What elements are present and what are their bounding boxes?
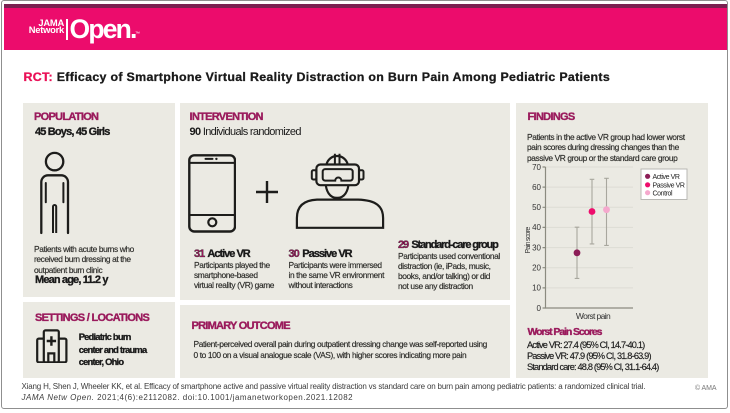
svg-text:70: 70 — [532, 163, 541, 172]
svg-text:50: 50 — [532, 203, 541, 212]
svg-text:10: 10 — [532, 284, 541, 293]
svg-text:Pain score: Pain score — [525, 227, 532, 254]
svg-text:0: 0 — [537, 304, 542, 313]
svg-text:40: 40 — [532, 223, 541, 232]
svg-text:30: 30 — [532, 243, 541, 252]
svg-text:20: 20 — [532, 264, 541, 273]
svg-text:Passive VR: Passive VR — [653, 183, 685, 190]
svg-text:Control: Control — [653, 190, 673, 197]
svg-text:Worst pain: Worst pain — [576, 311, 611, 321]
svg-text:Active VR: Active VR — [653, 174, 680, 181]
svg-text:60: 60 — [532, 183, 541, 192]
